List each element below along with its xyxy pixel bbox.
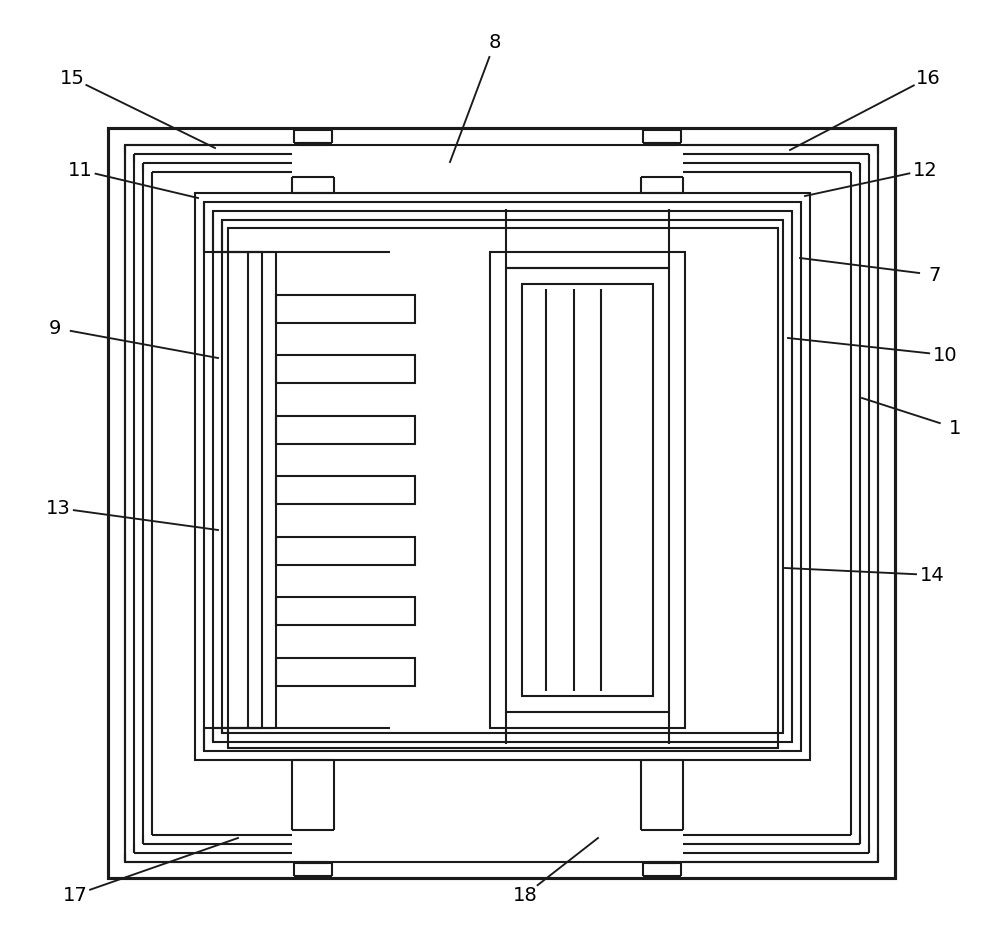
Bar xyxy=(276,476,415,504)
Text: 18: 18 xyxy=(513,885,537,904)
Text: 12: 12 xyxy=(913,160,937,180)
Bar xyxy=(276,416,415,443)
Bar xyxy=(204,202,801,751)
Text: 15: 15 xyxy=(60,68,84,87)
Bar xyxy=(222,220,783,733)
Bar xyxy=(276,537,415,564)
Bar xyxy=(195,193,810,760)
Bar xyxy=(213,211,792,742)
Bar xyxy=(522,284,653,696)
Bar xyxy=(125,145,878,862)
Text: 10: 10 xyxy=(933,346,957,365)
Text: 7: 7 xyxy=(929,265,941,284)
Text: 1: 1 xyxy=(949,419,961,438)
Text: 9: 9 xyxy=(49,318,61,337)
Text: 13: 13 xyxy=(46,498,70,517)
Text: 17: 17 xyxy=(63,885,87,904)
Bar xyxy=(490,252,685,728)
Text: 16: 16 xyxy=(916,68,940,87)
Bar xyxy=(108,128,895,878)
Bar xyxy=(276,597,415,625)
Bar xyxy=(276,295,415,323)
Bar xyxy=(506,268,669,712)
Text: 8: 8 xyxy=(489,32,501,51)
Bar xyxy=(276,355,415,383)
Bar xyxy=(228,228,778,748)
Text: 14: 14 xyxy=(920,565,944,584)
Bar xyxy=(276,657,415,686)
Text: 11: 11 xyxy=(68,160,92,180)
